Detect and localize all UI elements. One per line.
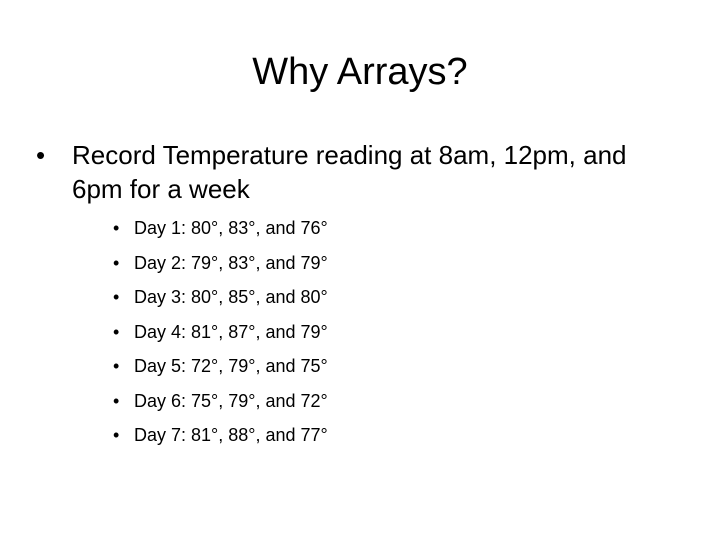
day-reading-text: Day 6: 75°, 79°, and 72° [134, 390, 328, 411]
day-reading-text: Day 4: 81°, 87°, and 79° [134, 321, 328, 342]
list-item: • Day 7: 81°, 88°, and 77° [36, 418, 676, 453]
slide-content: • Record Temperature reading at 8am, 12p… [36, 138, 676, 453]
list-item: • Day 4: 81°, 87°, and 79° [36, 315, 676, 350]
bullet-icon: • [36, 140, 46, 170]
bullet-icon: • [113, 356, 120, 376]
main-bullet-item: • Record Temperature reading at 8am, 12p… [36, 138, 676, 206]
list-item: • Day 1: 80°, 83°, and 76° [36, 211, 676, 246]
day-reading-text: Day 7: 81°, 88°, and 77° [134, 425, 328, 445]
day-reading-text: Day 1: 80°, 83°, and 76° [134, 218, 328, 238]
bullet-icon: • [113, 390, 120, 411]
main-bullet-text: Record Temperature reading at 8am, 12pm,… [72, 140, 627, 204]
bullet-icon: • [113, 252, 120, 273]
bullet-icon: • [113, 425, 120, 445]
list-item: • Day 2: 79°, 83°, and 79° [36, 246, 676, 281]
list-item: • Day 6: 75°, 79°, and 72° [36, 384, 676, 419]
day-reading-text: Day 2: 79°, 83°, and 79° [134, 252, 328, 273]
day-readings-list: • Day 1: 80°, 83°, and 76° • Day 2: 79°,… [36, 211, 676, 453]
list-item: • Day 5: 72°, 79°, and 75° [36, 349, 676, 384]
bullet-icon: • [113, 287, 120, 307]
day-reading-text: Day 5: 72°, 79°, and 75° [134, 356, 328, 376]
list-item: • Day 3: 80°, 85°, and 80° [36, 280, 676, 315]
bullet-icon: • [113, 321, 120, 342]
bullet-icon: • [113, 218, 120, 238]
slide-title: Why Arrays? [252, 51, 468, 93]
day-reading-text: Day 3: 80°, 85°, and 80° [134, 287, 328, 307]
